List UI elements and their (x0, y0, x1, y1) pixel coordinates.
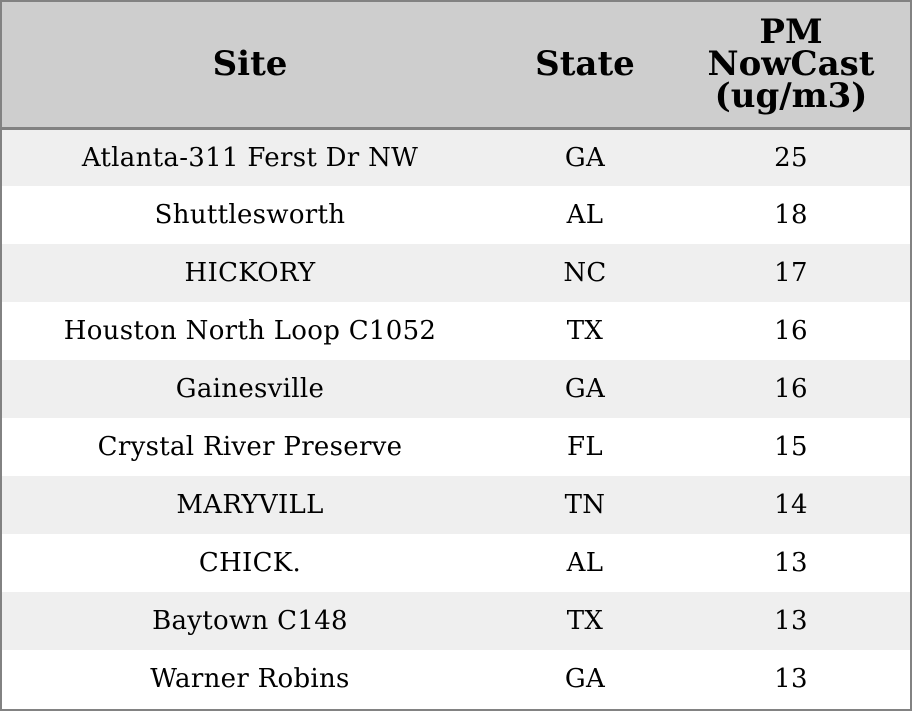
cell-site: MARYVILL (176, 490, 324, 520)
column-header-state: State (498, 2, 672, 130)
cell-site: Houston North Loop C1052 (63, 316, 437, 346)
cell-state: NC (563, 258, 607, 288)
cell-site: CHICK. (198, 548, 302, 578)
header-line: Site (212, 44, 288, 85)
header-line: (ug/m3) (714, 76, 868, 117)
table-row: Gainesville GA 16 (2, 360, 910, 418)
cell-site: HICKORY (184, 258, 316, 288)
cell-pm-value: 13 (774, 664, 808, 694)
table-body: Atlanta-311 Ferst Dr NW GA 25 Shuttleswo… (2, 128, 910, 708)
cell-site: Atlanta-311 Ferst Dr NW (81, 142, 419, 173)
cell-state: GA (564, 374, 606, 404)
header-line: PM (759, 12, 823, 53)
table-row: HICKORY NC 17 (2, 244, 910, 302)
cell-state: TX (566, 606, 604, 636)
column-header-site: Site (2, 2, 498, 130)
header-row: Site State PM NowCast (ug/m3) (2, 2, 910, 130)
cell-pm-value: 13 (774, 606, 808, 636)
table-row: Crystal River Preserve FL 15 (2, 418, 910, 476)
cell-site: Shuttlesworth (154, 200, 346, 230)
cell-state: GA (564, 664, 606, 694)
header-line: State (535, 44, 635, 85)
cell-pm-value: 16 (774, 374, 808, 404)
cell-pm-value: 14 (774, 490, 808, 520)
table-row: MARYVILL TN 14 (2, 476, 910, 534)
cell-pm-value: 17 (774, 258, 808, 288)
cell-state: TX (566, 316, 604, 346)
cell-site: Warner Robins (150, 664, 350, 694)
cell-site: Baytown C148 (152, 606, 348, 636)
table-header: Site State PM NowCast (ug/m3) (2, 2, 910, 130)
cell-state: AL (566, 200, 604, 230)
cell-state: AL (566, 548, 604, 578)
table-row: Shuttlesworth AL 18 (2, 186, 910, 244)
table-row: Houston North Loop C1052 TX 16 (2, 302, 910, 360)
table-row: Warner Robins GA 13 (2, 650, 910, 708)
cell-state: GA (564, 142, 606, 173)
table-row: Baytown C148 TX 13 (2, 592, 910, 650)
cell-pm-value: 25 (774, 142, 808, 173)
cell-site: Crystal River Preserve (97, 432, 403, 462)
cell-pm-value: 13 (774, 548, 808, 578)
cell-state: TN (564, 490, 606, 520)
cell-pm-value: 18 (774, 200, 808, 230)
table-row: Atlanta-311 Ferst Dr NW GA 25 (2, 128, 910, 186)
column-header-pm-nowcast: PM NowCast (ug/m3) (672, 2, 910, 130)
cell-state: FL (567, 432, 603, 462)
cell-pm-value: 15 (774, 432, 808, 462)
cell-site: Gainesville (175, 374, 325, 404)
table-row: CHICK. AL 13 (2, 534, 910, 592)
cell-pm-value: 16 (774, 316, 808, 346)
header-line: NowCast (707, 44, 875, 85)
